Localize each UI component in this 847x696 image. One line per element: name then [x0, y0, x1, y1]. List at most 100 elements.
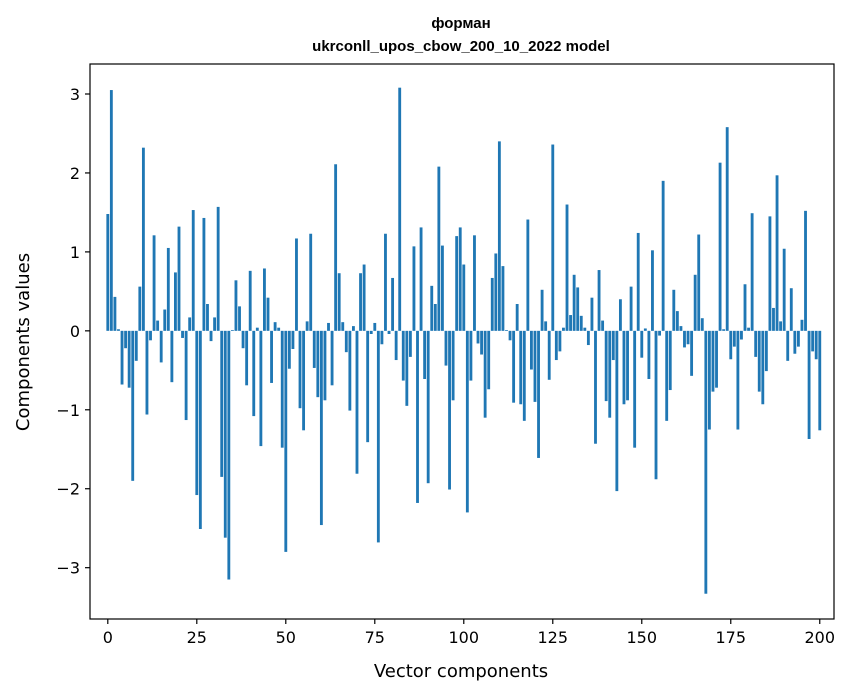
bar	[462, 264, 466, 331]
bar	[800, 319, 804, 331]
bar	[248, 270, 252, 331]
bar	[405, 330, 409, 406]
bar	[818, 330, 822, 431]
bar	[522, 330, 526, 421]
bar	[291, 330, 295, 349]
bar	[654, 330, 658, 480]
bar	[583, 327, 587, 331]
bar	[686, 330, 690, 345]
bar	[804, 210, 807, 331]
bar	[747, 327, 750, 331]
bar	[259, 330, 263, 447]
bar	[149, 330, 152, 341]
x-tick-label: 175	[715, 628, 746, 647]
bar	[202, 217, 206, 331]
bar	[473, 235, 476, 331]
y-tick-label: −3	[56, 559, 80, 578]
plot-frame	[89, 63, 835, 620]
bar	[334, 164, 338, 331]
bar	[683, 330, 686, 348]
bar	[786, 330, 790, 361]
bar	[643, 328, 647, 331]
bar	[519, 330, 523, 405]
bar	[352, 326, 355, 331]
bar	[633, 330, 637, 448]
bar	[177, 226, 181, 331]
bar	[312, 330, 316, 368]
bar	[448, 330, 451, 490]
bar	[387, 330, 391, 334]
bar	[106, 214, 110, 331]
y-tick-label: −1	[56, 401, 80, 420]
bar	[626, 330, 629, 401]
bar	[401, 330, 405, 381]
bar	[131, 330, 135, 481]
chart-subtitle: ukrconll_upos_cbow_200_10_2022 model	[312, 38, 610, 55]
y-tick-label: 2	[70, 164, 80, 183]
y-tick-label: 0	[70, 322, 80, 341]
bar	[376, 330, 380, 543]
bar	[590, 297, 594, 331]
x-tick-label: 75	[365, 628, 385, 647]
bar	[319, 330, 323, 526]
bar	[277, 327, 281, 331]
bar	[359, 273, 362, 331]
bar	[533, 330, 537, 402]
bar	[814, 330, 818, 360]
y-axis-ticks: −3 −2 −1 0 1 2 3	[56, 85, 90, 578]
bar	[113, 296, 117, 331]
bar	[145, 330, 149, 415]
bar	[124, 330, 128, 349]
bar	[426, 330, 430, 484]
bar	[796, 330, 800, 347]
bar	[494, 253, 498, 331]
bar	[565, 204, 569, 331]
bar	[141, 147, 145, 331]
bar	[316, 330, 320, 398]
bar	[430, 285, 434, 331]
bar	[480, 330, 484, 355]
bar	[305, 321, 309, 331]
x-tick-label: 100	[449, 628, 480, 647]
bar	[284, 330, 288, 552]
bar	[437, 166, 441, 331]
bar	[408, 330, 412, 357]
bar	[433, 304, 437, 331]
bar	[465, 330, 469, 513]
bar	[170, 330, 174, 383]
bar	[597, 270, 601, 331]
bar	[241, 330, 245, 349]
bar	[779, 321, 783, 331]
bar	[811, 330, 815, 352]
bar	[416, 330, 419, 503]
bar	[163, 309, 167, 331]
bar	[120, 330, 124, 385]
y-tick-label: 3	[70, 85, 80, 104]
bar	[394, 330, 398, 361]
bar	[469, 330, 473, 381]
bar	[220, 330, 224, 477]
bar	[369, 330, 373, 334]
bar	[348, 330, 352, 411]
bar	[156, 320, 160, 331]
bar	[223, 330, 227, 538]
bar	[298, 330, 302, 409]
bar	[487, 330, 491, 390]
bar	[757, 330, 761, 392]
bar	[611, 330, 615, 361]
bar	[227, 330, 231, 580]
bar	[768, 216, 772, 331]
bar	[586, 330, 590, 346]
bar	[373, 322, 377, 331]
bar	[647, 330, 651, 379]
bar	[697, 234, 701, 331]
x-tick-label: 125	[538, 628, 569, 647]
bar	[782, 248, 786, 331]
bar	[629, 286, 633, 331]
bar	[263, 268, 266, 331]
bar	[750, 213, 754, 331]
bar	[622, 330, 626, 405]
bar	[722, 329, 726, 331]
bar	[554, 330, 558, 361]
